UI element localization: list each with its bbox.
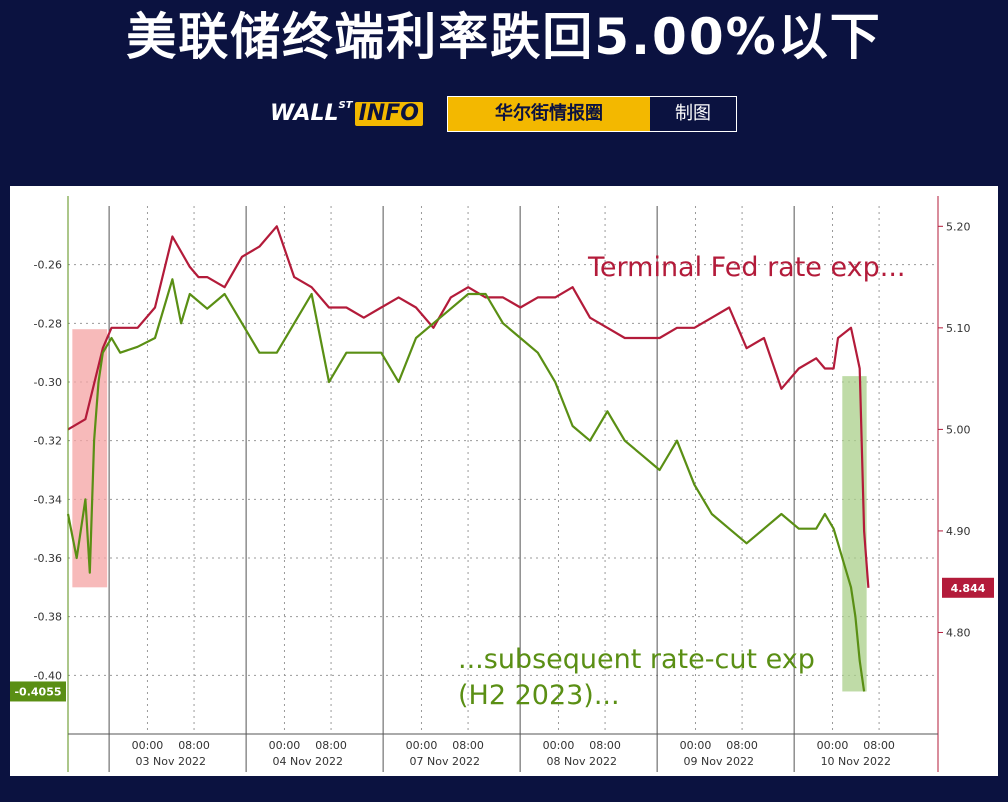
badge-secondary: 制图 [675, 103, 711, 124]
chart-svg: -0.26 -0.28 -0.30 -0.32 -0.34 -0.36 -0.38 -0.40… [10, 196, 994, 772]
right-tick-label: 4.80 [946, 626, 971, 639]
brand-row: WALLST INFO 华尔街情报圈 制图 [0, 96, 1008, 132]
left-tick-label: -0.36 [34, 552, 62, 565]
headline: 美联储终端利率跌回5.00%以下 [126, 8, 882, 66]
source-badge: 华尔街情报圈 制图 [447, 96, 737, 132]
logo-info-text: INFO [354, 102, 423, 126]
rate-cut-line [66, 278, 866, 692]
left-tick-label: -0.28 [34, 317, 62, 330]
x-tick-time: 08:00 [589, 739, 621, 752]
x-tick-date: 04 Nov 2022 [273, 755, 343, 768]
right-tick-label: 5.00 [946, 423, 971, 436]
wallstinfo-logo: WALLST INFO [270, 100, 423, 128]
last-value-badge-ratecut [10, 681, 66, 702]
annotation-labels: Terminal Fed rate exp... ...subsequent ra… [10, 252, 994, 711]
left-tick-label: -0.40 [34, 669, 62, 682]
axes: -0.26 -0.28 -0.30 -0.32 -0.34 -0.36 -0.38 -0.40… [34, 196, 971, 772]
series-lines [66, 225, 870, 692]
grid-lines [68, 206, 938, 772]
highlight-bands [72, 329, 867, 692]
x-tick-time: 00:00 [269, 739, 301, 752]
left-tick-label: -0.34 [34, 493, 62, 506]
last-value-ratecut: -0.4055 [14, 685, 61, 698]
x-tick-date: 08 Nov 2022 [547, 755, 617, 768]
x-tick-date: 07 Nov 2022 [410, 755, 480, 768]
logo-st-text: ST [338, 100, 353, 111]
x-tick-date: 10 Nov 2022 [821, 755, 891, 768]
left-tick-label: -0.38 [34, 611, 62, 624]
right-tick-label: 4.90 [946, 525, 971, 538]
x-tick-time: 00:00 [680, 739, 712, 752]
right-tick-label: 5.20 [946, 220, 971, 233]
x-tick-time: 08:00 [452, 739, 484, 752]
logo-wall-text: WALL [270, 101, 339, 126]
annotation-ratecut-period: (H2 2023)... [458, 680, 620, 711]
last-value-terminal: 4.844 [951, 582, 986, 595]
chart-panel: -0.26 -0.28 -0.30 -0.32 -0.34 -0.36 -0.38 -0.40… [10, 186, 998, 776]
x-tick-date: 03 Nov 2022 [136, 755, 206, 768]
annotation-ratecut: ...subsequent rate-cut exp [458, 644, 815, 675]
badge-primary: 华尔街情报圈 [448, 97, 650, 131]
x-tick-time: 08:00 [315, 739, 347, 752]
x-tick-time: 08:00 [863, 739, 895, 752]
x-tick-date: 09 Nov 2022 [684, 755, 754, 768]
x-tick-time: 00:00 [817, 739, 849, 752]
left-tick-label: -0.30 [34, 376, 62, 389]
right-tick-label: 5.10 [946, 322, 971, 335]
terminal-rate-line [67, 225, 870, 588]
x-tick-time: 00:00 [543, 739, 575, 752]
x-tick-time: 08:00 [178, 739, 210, 752]
x-tick-time: 08:00 [726, 739, 758, 752]
x-tick-time: 00:00 [406, 739, 438, 752]
left-tick-label: -0.26 [34, 259, 62, 272]
last-value-badge-terminal [942, 577, 994, 598]
left-tick-label: -0.32 [34, 435, 62, 448]
x-tick-time: 00:00 [132, 739, 164, 752]
green-highlight-band [842, 376, 867, 692]
annotation-terminal: Terminal Fed rate exp... [587, 252, 906, 283]
